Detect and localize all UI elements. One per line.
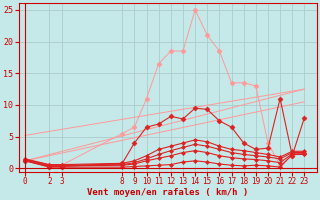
X-axis label: Vent moyen/en rafales ( km/h ): Vent moyen/en rafales ( km/h ) xyxy=(87,188,248,197)
